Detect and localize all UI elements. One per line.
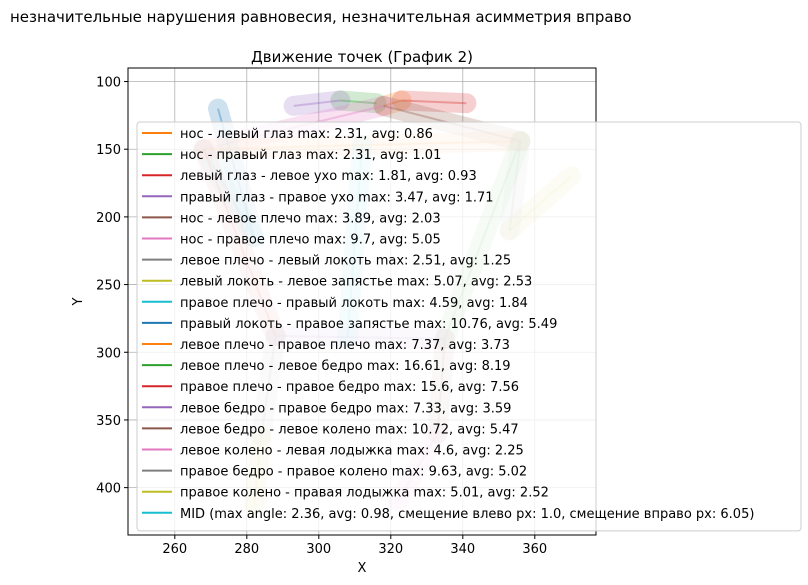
series-line-0 [383, 99, 402, 107]
legend-entry: нос - левый глаз max: 2.31, avg: 0.86 [180, 127, 433, 142]
legend-entry: левое колено - левая лодыжка max: 4.6, a… [180, 444, 524, 459]
legend-entry: левый глаз - левое ухо max: 1.81, avg: 0… [180, 169, 477, 184]
y-tick-label: 100 [96, 76, 121, 91]
legend-entry: нос - левое плечо max: 3.89, avg: 2.03 [180, 211, 441, 226]
series-line-3 [293, 99, 341, 107]
x-tick-label: 360 [522, 542, 547, 557]
legend-entry: правый локоть - правое запястье max: 10.… [180, 317, 557, 332]
legend-entry: левое плечо - правое плечо max: 7.37, av… [180, 338, 510, 353]
x-axis-label: X [358, 561, 367, 576]
legend-entry: правое плечо - правый локоть max: 4.59, … [180, 296, 528, 311]
legend-entry: правое бедро - правое колено max: 9.63, … [180, 465, 527, 480]
series-line-1 [340, 99, 377, 105]
legend-entry: правое колено - правая лодыжка max: 5.01… [180, 486, 549, 501]
legend-entry: левое плечо - левый локоть max: 2.51, av… [180, 254, 511, 269]
series-band-1 [330, 90, 387, 114]
legend-entry: нос - правое плечо max: 9.7, avg: 5.05 [180, 233, 441, 248]
x-tick-label: 280 [234, 542, 259, 557]
legend-entry: левый локоть - левое запястье max: 5.07,… [180, 275, 532, 290]
x-tick-label: 300 [306, 542, 331, 557]
series-line-2 [401, 99, 467, 105]
series-band-2 [391, 90, 477, 114]
series-band-3 [283, 90, 351, 116]
y-tick-label: 350 [96, 414, 121, 429]
y-tick-label: 400 [96, 482, 121, 497]
legend-entry: нос - правый глаз max: 2.31, avg: 1.01 [180, 148, 441, 163]
legend-entry: левое бедро - левое колено max: 10.72, a… [180, 422, 519, 437]
x-tick-label: 260 [162, 542, 187, 557]
y-axis-label: Y [71, 297, 86, 306]
y-tick-label: 250 [96, 279, 121, 294]
legend-entry: правый глаз - правое ухо max: 3.47, avg:… [180, 190, 494, 205]
y-tick-label: 150 [96, 143, 121, 158]
x-tick-label: 340 [450, 542, 475, 557]
legend-entry: левое плечо - левое бедро max: 16.61, av… [180, 359, 511, 374]
series-band-0 [373, 90, 412, 116]
x-tick-label: 320 [378, 542, 403, 557]
legend-entry: MID (max angle: 2.36, avg: 0.98, смещени… [180, 507, 754, 522]
chart-title: Движение точек (График 2) [251, 48, 473, 66]
legend-entry: левое бедро - правое бедро max: 7.33, av… [180, 401, 511, 416]
legend-box [136, 121, 802, 532]
legend-entry: правое плечо - правое бедро max: 15.6, a… [180, 380, 519, 395]
y-tick-label: 300 [96, 346, 121, 361]
figure-suptitle: незначительные нарушения равновесия, нез… [10, 8, 632, 26]
y-tick-label: 200 [96, 211, 121, 226]
